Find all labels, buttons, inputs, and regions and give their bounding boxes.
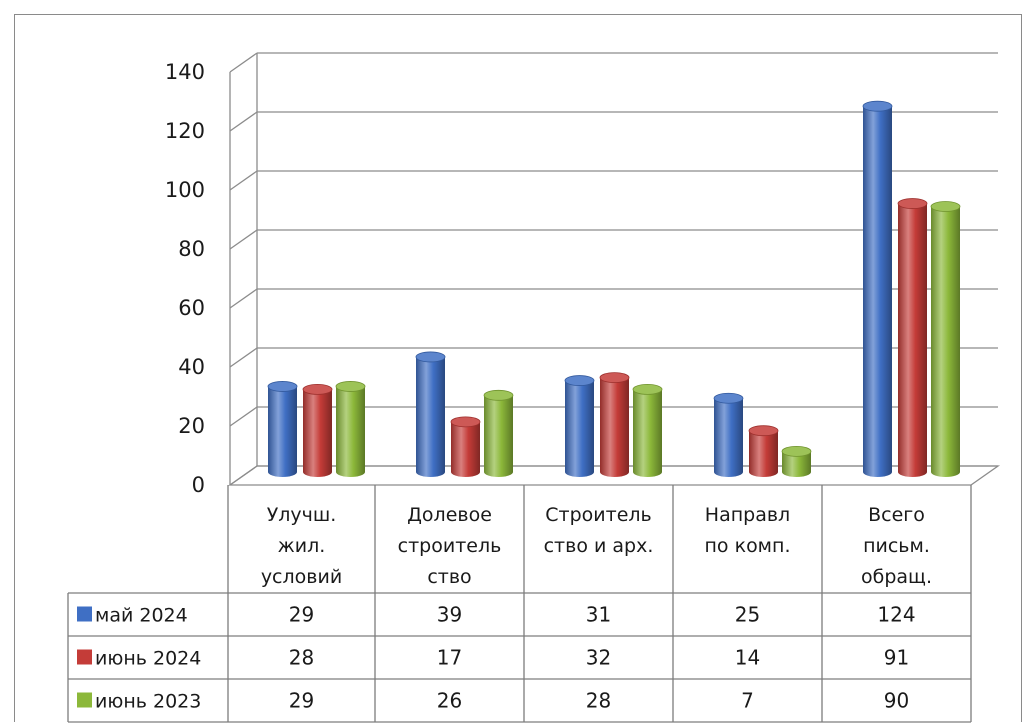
table-value: 29	[289, 603, 314, 627]
bar-top	[415, 351, 446, 363]
bar	[930, 201, 961, 477]
table-value: 25	[735, 603, 760, 627]
bar-body	[930, 206, 960, 477]
table-value: 90	[884, 689, 909, 713]
category-label: ство и арх.	[544, 535, 654, 557]
bar-top	[564, 375, 595, 386]
bar-top	[450, 416, 481, 428]
bar-body	[600, 377, 629, 477]
category-label: строитель	[398, 535, 502, 557]
gridline-slant	[229, 288, 258, 309]
legend-swatch	[77, 692, 92, 708]
category-label: ство	[427, 566, 471, 588]
bar-top	[632, 383, 663, 395]
y-tick-label: 140	[165, 60, 205, 84]
bar-body	[484, 395, 513, 477]
y-tick-label: 100	[165, 178, 205, 202]
category-label: по комп.	[705, 535, 791, 557]
table-value: 14	[735, 646, 760, 670]
category-label: Всего	[868, 504, 925, 526]
bar	[748, 425, 779, 477]
bar	[302, 383, 333, 477]
legend-label: июнь 2023	[95, 691, 201, 713]
bar-body	[898, 203, 927, 478]
category-label: письм.	[863, 535, 930, 557]
bar-top	[267, 381, 298, 392]
bar-body	[451, 421, 480, 477]
table-value: 124	[877, 603, 915, 627]
bar	[862, 100, 893, 477]
bar-body	[863, 106, 892, 477]
bar	[267, 381, 298, 477]
bar-top	[599, 372, 630, 384]
bar	[781, 445, 812, 477]
y-tick-label: 20	[178, 414, 205, 438]
legend-label: июнь 2024	[95, 648, 201, 670]
table-value: 29	[289, 689, 314, 713]
chart-floor	[227, 465, 1001, 486]
gridline-slant	[229, 406, 258, 427]
y-tick-label: 0	[192, 473, 205, 497]
gridline-slant	[229, 170, 258, 191]
table-value: 91	[884, 646, 909, 670]
category-label: условий	[261, 566, 342, 588]
bar-top	[302, 383, 333, 395]
gridline-slant	[229, 111, 258, 132]
bar	[632, 383, 663, 477]
bar-body	[268, 386, 297, 477]
bar-body	[714, 398, 743, 477]
bar-body	[633, 389, 662, 477]
bar-body	[782, 451, 811, 477]
bar-top	[335, 381, 366, 392]
table-value: 7	[741, 689, 754, 713]
category-label: жил.	[278, 535, 326, 557]
bar	[483, 389, 514, 477]
legend-label: май 2024	[95, 605, 188, 627]
gridline-slant	[229, 347, 258, 368]
bar-top	[781, 445, 812, 457]
table-value: 39	[437, 603, 462, 627]
bar	[897, 198, 928, 478]
bar-top	[713, 392, 744, 404]
table-value: 32	[586, 646, 611, 670]
bar-top	[748, 425, 779, 437]
legend-swatch	[77, 649, 92, 665]
gridline-slant	[229, 229, 258, 250]
category-label: Долевое	[407, 504, 492, 526]
table-value: 28	[586, 689, 611, 713]
category-label: Улучш.	[267, 504, 337, 526]
bar-top	[930, 201, 961, 212]
bar-top	[897, 198, 928, 209]
table-value: 17	[437, 646, 462, 670]
bar-top	[483, 389, 514, 401]
bar-top	[862, 100, 893, 112]
y-tick-label: 120	[165, 119, 205, 143]
category-label: Направл	[705, 504, 790, 526]
bar	[450, 416, 481, 477]
category-label: Строитель	[545, 504, 651, 526]
bar	[713, 392, 744, 477]
legend-swatch	[77, 606, 92, 622]
table-value: 31	[586, 603, 611, 627]
bar-body	[336, 386, 365, 477]
table-value: 26	[437, 689, 462, 713]
bar	[415, 351, 446, 477]
bar	[599, 372, 630, 477]
gridline-slant	[229, 52, 258, 73]
table-value: 28	[289, 646, 314, 670]
bar-body	[565, 380, 594, 477]
y-tick-label: 80	[178, 237, 205, 261]
bar-body	[749, 430, 778, 477]
bar	[564, 375, 595, 477]
bar-body	[416, 356, 445, 477]
bar-body	[303, 389, 332, 477]
category-label: обращ.	[861, 566, 932, 588]
y-tick-label: 60	[178, 296, 205, 320]
y-tick-label: 40	[178, 355, 205, 379]
chart-frame	[14, 14, 1022, 722]
bar	[335, 381, 366, 477]
